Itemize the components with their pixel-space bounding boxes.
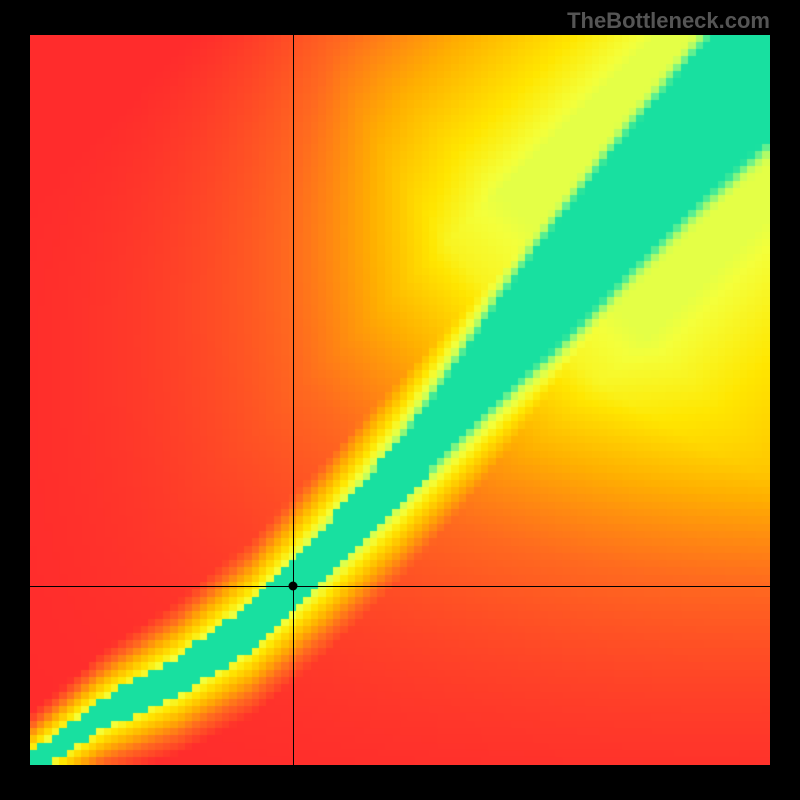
heatmap-canvas	[30, 35, 770, 765]
crosshair-vertical	[293, 35, 294, 765]
heatmap-plot	[30, 35, 770, 765]
crosshair-horizontal	[30, 586, 770, 587]
watermark-text: TheBottleneck.com	[567, 8, 770, 34]
crosshair-marker-dot	[288, 582, 297, 591]
